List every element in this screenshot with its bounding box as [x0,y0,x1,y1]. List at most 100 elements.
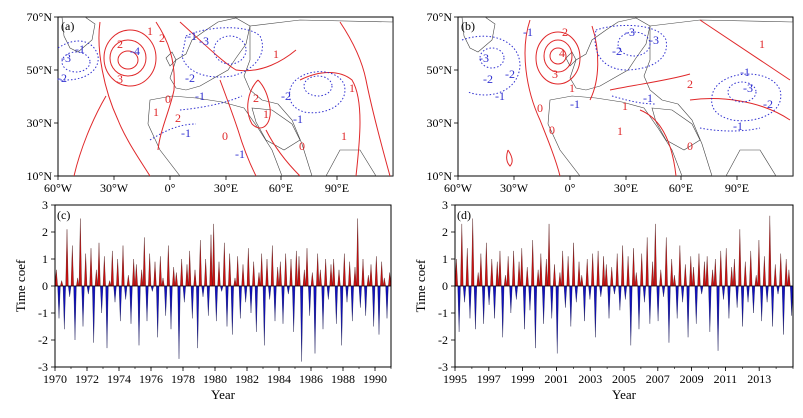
ts-c-positive-spike [89,248,93,287]
coastline-africa [147,95,283,176]
ts-d-positive-spike [670,258,674,287]
ts-c-positive-spike [337,269,341,287]
ts-d-positive-spike [757,240,761,287]
panel-label-b: (b) [461,19,475,33]
ts-d-positive-spike [591,253,595,287]
ts-d-negative-spike [574,285,578,303]
map-a-contour-label: -1 [181,126,191,140]
ts-c-xtick-label: 1974 [107,372,131,386]
ts-c-xtick-label: 1982 [235,372,259,386]
ts-d-negative-spike [727,285,731,319]
ts-d-negative-spike [623,285,627,300]
ts-d-positive-spike [498,250,502,287]
map-b-contour-label: -3 [649,33,659,47]
map-b-contour-label: -1 [643,91,653,105]
ts-d-positive-spike [577,261,581,287]
ts-c-positive-spike [324,258,328,287]
ts-c-negative-spike [292,285,296,332]
ts-c-ytick-label: -2 [38,333,48,347]
ts-c-negative-spike [300,285,304,362]
map-a-contour-label: -1 [195,89,205,103]
ts-c-negative-spike [286,285,290,295]
ts-c-positive-spike [260,253,264,287]
ts-d-negative-spike [457,285,461,332]
ts-c-negative-spike [225,285,229,327]
ts-c-negative-spike [81,285,85,327]
ts-d-negative-spike [735,285,739,308]
ts-c-positive-spike [289,258,293,287]
ts-d-positive-spike [525,267,529,287]
ts-c-xtick-label: 1990 [363,372,387,386]
ts-d-negative-spike [681,285,685,303]
ts-c-negative-spike [326,285,330,300]
ts-d-positive-spike [547,223,551,287]
ts-c-negative-spike [238,285,242,319]
ts-c-positive-spike [265,258,269,287]
ts-c-positive-spike [217,261,221,287]
ts-d-xtick-label: 1999 [511,372,535,386]
ts-d-positive-spike [711,269,715,287]
coastline-greenland [61,17,96,53]
ts-d-positive-spike [683,264,687,287]
ts-d-positive-spike [484,242,488,287]
ts-c-positive-spike [270,245,274,287]
ts-d-positive-spike [645,237,649,287]
ts-c-negative-spike [124,285,128,300]
ts-c-positive-spike [97,242,101,287]
ts-c-negative-spike [262,285,266,346]
ts-d-negative-spike [721,285,726,300]
ts-d-positive-spike [719,250,723,287]
ts-d-positive-spike [476,272,480,287]
ts-d-positive-spike [531,240,535,287]
ts-d-xtick-label: 2007 [646,372,670,386]
ts-c-negative-spike [169,285,173,330]
ts-d-negative-spike [588,285,592,300]
ts-d-negative-spike [569,285,573,327]
ts-d-xtick-label: 1995 [443,372,467,386]
ts-c-negative-spike [230,285,234,335]
ts-d-ylabel: Time coef [413,259,428,312]
ts-c-positive-spike [185,264,189,287]
ts-c-xtick-label: 1976 [139,372,163,386]
ts-c-positive-spike [284,253,288,287]
ts-c-positive-spike [65,229,69,287]
map-a-contour-label: 3 [117,72,123,86]
ts-d-ytick-label: 1 [442,252,448,266]
map-a-ytick-2: 30°N [27,116,53,130]
ts-d-negative-spike [607,285,611,319]
ts-c-positive-spike [297,256,301,287]
ts-c-positive-spike [174,272,178,287]
ts-c-positive-spike [329,264,333,287]
ts-d-xtick-label: 2001 [544,372,568,386]
map-b-contour-label: 1 [622,99,628,113]
ts-c-positive-spike [348,261,352,287]
ts-c-negative-spike [220,285,224,292]
map-b-contour-label: -1 [740,65,750,79]
ts-d-positive-spike [702,261,706,287]
ts-c-positive-spike [257,272,261,287]
coastline-europe [569,17,651,91]
ts-c-positive-spike [294,250,298,287]
map-b-ytick-1: 50°N [427,63,453,77]
ts-c-negative-spike [196,285,200,349]
ts-d-positive-spike [465,248,469,287]
ts-c-positive-spike [148,253,152,287]
ts-c-positive-spike [374,256,378,287]
map-b-contour-label: 4 [559,46,565,60]
coastline-britain [165,51,177,67]
map-a-contour-label: -2 [57,71,67,85]
ts-c-positive-spike [305,248,309,287]
ts-d-negative-spike [656,285,660,322]
ts-d-positive-spike [536,269,540,287]
ts-d-negative-spike [637,285,641,330]
ts-c-positive-spike [134,264,138,287]
ts-d-positive-spike [621,245,625,287]
map-a-xtick-3: 30°E [214,181,238,195]
ts-d-positive-spike [664,237,668,287]
ts-c-xtick-label: 1978 [171,372,195,386]
ts-d-negative-spike [493,285,497,319]
ts-c-xtick-label: 1980 [203,372,227,386]
ts-d-negative-spike [765,285,769,303]
